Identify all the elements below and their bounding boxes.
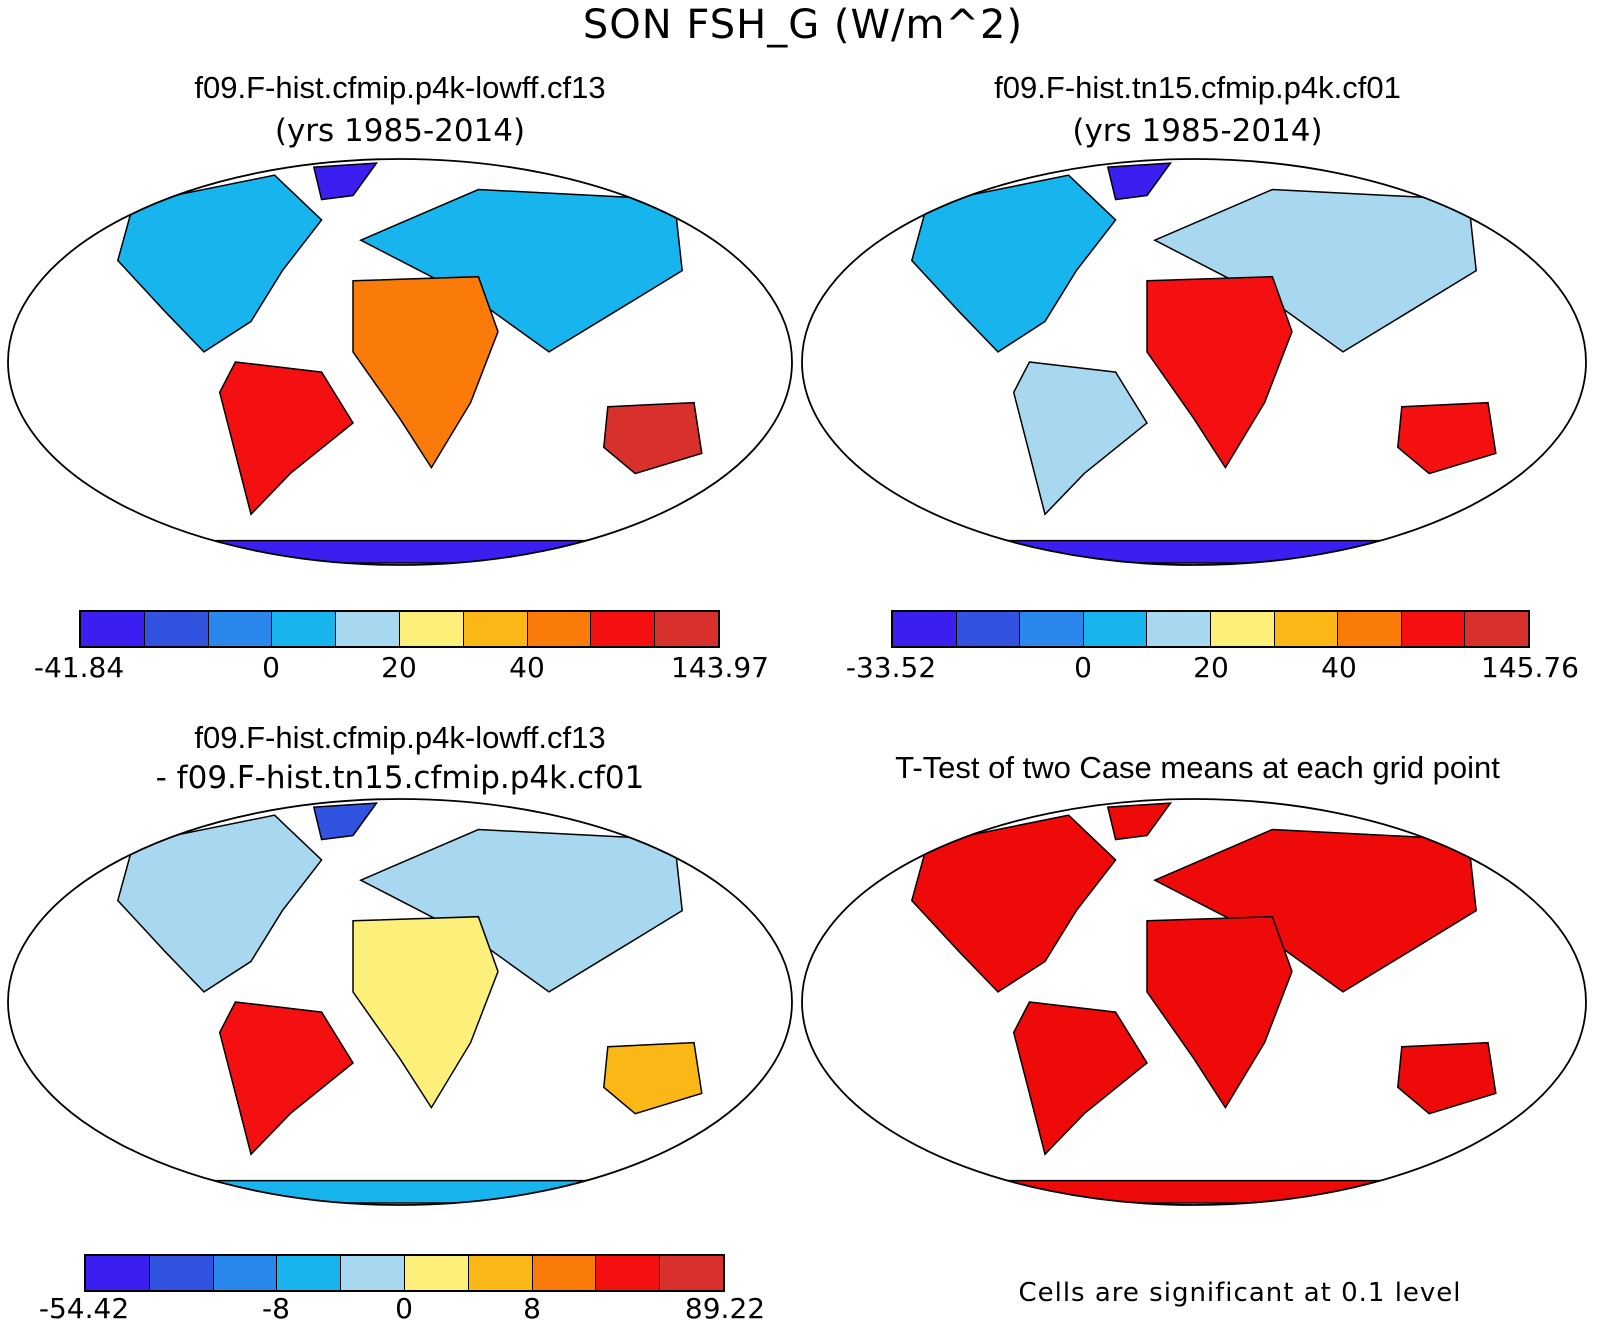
map-panel-3 <box>7 798 793 1206</box>
landmass-antarctica <box>821 539 1567 564</box>
colorbar-1-label: 40 <box>509 651 545 684</box>
colorbar-1-label: 20 <box>381 651 417 684</box>
panel-3-subtitle: - f09.F-hist.tn15.cfmip.p4k.cf01 <box>155 760 645 796</box>
landmass-australia <box>603 1041 703 1115</box>
landmass-antarctica <box>27 1179 773 1204</box>
landmass-southAmerica <box>1012 361 1148 516</box>
color-swatch <box>272 612 337 646</box>
color-swatch <box>1147 612 1211 646</box>
landmass-australia <box>1397 401 1497 475</box>
color-swatch <box>660 1256 723 1290</box>
color-swatch <box>468 1256 533 1290</box>
panel-1-title: f09.F-hist.cfmip.p4k-lowff.cf13 <box>194 70 606 105</box>
color-swatch <box>208 612 273 646</box>
colorbar-2-label: 145.76 <box>1481 651 1579 684</box>
color-swatch <box>277 1256 342 1290</box>
color-swatch <box>532 1256 597 1290</box>
landmass-northAmerica <box>116 174 323 353</box>
landmass-northAmerica <box>910 814 1117 993</box>
map-border <box>801 158 1587 566</box>
colorbar-3-label: 0 <box>395 1292 413 1325</box>
color-swatch <box>86 1256 150 1290</box>
color-swatch <box>1274 612 1339 646</box>
color-swatch <box>213 1256 278 1290</box>
landmass-southAmerica <box>1012 1001 1148 1156</box>
main-title: SON FSH_G (W/m^2) <box>582 2 1024 48</box>
color-swatch <box>1020 612 1084 646</box>
color-swatch <box>149 1256 214 1290</box>
color-swatch <box>596 1256 661 1290</box>
colorbar-2-label: 0 <box>1074 651 1092 684</box>
color-swatch <box>399 612 464 646</box>
landmass-greenland <box>312 162 379 201</box>
panel-2-title: f09.F-hist.tn15.cfmip.p4k.cf01 <box>994 70 1401 105</box>
landmass-australia <box>1397 1041 1497 1115</box>
panel-1-subtitle: (yrs 1985-2014) <box>274 113 526 149</box>
color-swatch <box>527 612 592 646</box>
significance-note: Cells are significant at 0.1 level <box>1018 1278 1462 1308</box>
colorbar-2-label: -33.52 <box>845 651 937 684</box>
landmass-antarctica <box>821 1179 1567 1204</box>
color-swatch <box>1083 612 1148 646</box>
color-swatch <box>336 612 400 646</box>
color-swatch <box>404 1256 469 1290</box>
panel-2-subtitle: (yrs 1985-2014) <box>1072 113 1323 149</box>
color-swatch <box>1401 612 1466 646</box>
colorbar-1-label: -41.84 <box>33 651 125 684</box>
colorbar-2-label: 20 <box>1193 651 1229 684</box>
landmass-greenland <box>1106 162 1173 201</box>
color-swatch <box>591 612 656 646</box>
color-swatch <box>893 612 957 646</box>
color-swatch <box>81 612 145 646</box>
color-swatch <box>956 612 1021 646</box>
map-panel-1 <box>7 158 793 566</box>
colorbar-1-label: 143.97 <box>671 651 769 684</box>
color-swatch <box>1338 612 1402 646</box>
color-swatch <box>463 612 528 646</box>
landmass-africa <box>1146 275 1293 470</box>
map-panel-4 <box>801 798 1587 1206</box>
landmass-greenland <box>1106 802 1173 841</box>
colorbar-2 <box>891 610 1530 648</box>
color-swatch <box>144 612 209 646</box>
color-swatch <box>341 1256 405 1290</box>
landmass-antarctica <box>27 539 773 564</box>
colorbar-3 <box>84 1254 725 1292</box>
colorbar-3-label: 8 <box>523 1292 541 1325</box>
landmass-greenland <box>312 802 379 841</box>
panel-4-title: T-Test of two Case means at each grid po… <box>895 750 1500 785</box>
colorbar-3-label: 89.22 <box>684 1292 766 1325</box>
landmass-africa <box>352 275 499 470</box>
colorbar-3-label: -8 <box>262 1292 290 1325</box>
landmass-australia <box>603 401 703 475</box>
colorbar-2-label: 40 <box>1321 651 1357 684</box>
color-swatch <box>1210 612 1275 646</box>
map-border <box>7 158 793 566</box>
map-border <box>801 798 1587 1206</box>
landmass-africa <box>352 915 499 1110</box>
map-panel-2 <box>801 158 1587 566</box>
panel-3-title: f09.F-hist.cfmip.p4k-lowff.cf13 <box>194 720 606 755</box>
landmass-northAmerica <box>116 814 323 993</box>
colorbar-1-label: 0 <box>262 651 280 684</box>
colorbar-3-label: -54.42 <box>38 1292 130 1325</box>
map-border <box>7 798 793 1206</box>
landmass-southAmerica <box>218 361 354 516</box>
landmass-northAmerica <box>910 174 1117 353</box>
colorbar-1 <box>79 610 720 648</box>
color-swatch <box>1465 612 1528 646</box>
color-swatch <box>655 612 718 646</box>
landmass-southAmerica <box>218 1001 354 1156</box>
landmass-africa <box>1146 915 1293 1110</box>
